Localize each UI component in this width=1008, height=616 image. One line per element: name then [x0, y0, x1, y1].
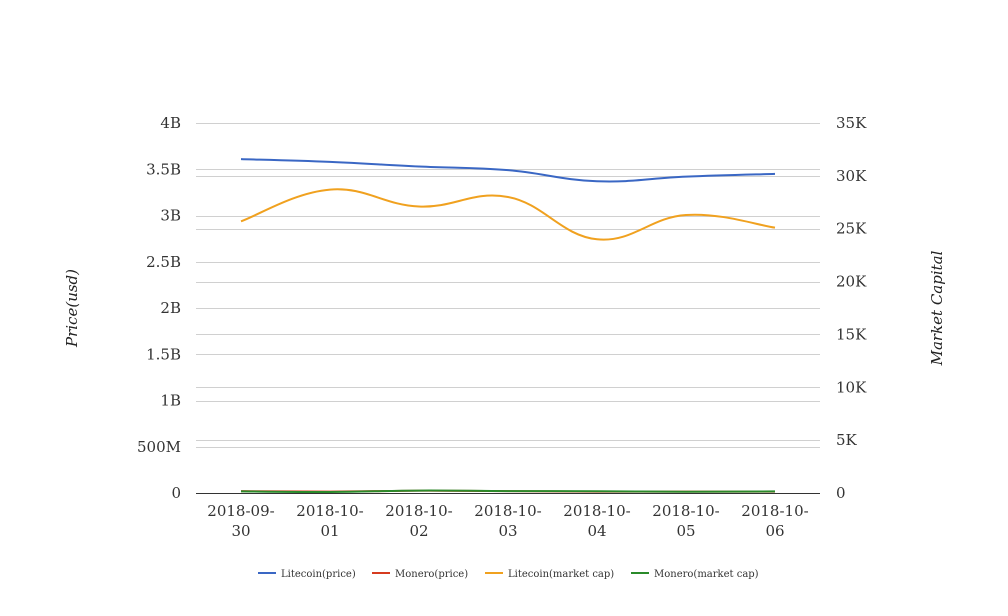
legend-label: Monero(market cap)	[654, 569, 759, 580]
y-tick-label: 1.5B	[146, 345, 181, 363]
series-line-1	[240, 158, 776, 183]
y2-tick-label: 30K	[836, 167, 867, 185]
y-tick-label: 0	[171, 484, 181, 502]
y-tick-label: 4B	[160, 114, 181, 132]
x-tick-label: 2018-10-01	[296, 502, 363, 540]
x-tick-label: 2018-10-05	[652, 502, 719, 540]
x-tick-label: 2018-09-30	[207, 502, 274, 540]
x-axis-ticks: 2018-09-30 2018-10-01 2018-10-02 2018-10-03…	[207, 502, 808, 540]
legend: Litecoin(price) Monero(price) Litecoin(mar…	[258, 569, 759, 580]
y2-tick-label: 25K	[836, 220, 867, 238]
x-tick-label: 2018-10-02	[385, 502, 452, 540]
y-tick-label: 3B	[160, 207, 181, 225]
right-axis-ticks: 0 5K 10K 15K 20K 25K 30K 35K	[836, 114, 867, 502]
y-axis-title: Price(usd)	[63, 269, 81, 348]
left-axis-ticks: 0 500M 1B 1.5B 2B 2.5B 3B 3.5B 4B	[137, 114, 181, 502]
y-tick-label: 2B	[160, 299, 181, 317]
y-tick-label: 2.5B	[146, 253, 181, 271]
y2-tick-label: 15K	[836, 325, 867, 343]
legend-label: Monero(price)	[395, 569, 468, 580]
y-tick-label: 3.5B	[146, 160, 181, 178]
y2-tick-label: 10K	[836, 378, 867, 396]
legend-label: Litecoin(market cap)	[508, 569, 614, 580]
y-tick-label: 1B	[160, 392, 181, 410]
x-tick-label: 2018-10-03	[474, 502, 541, 540]
y-tick-label: 500M	[137, 438, 181, 456]
x-tick-label: 2018-10-04	[563, 502, 630, 540]
series-lines	[240, 158, 776, 493]
series-line-3	[240, 188, 776, 241]
y2-tick-label: 35K	[836, 114, 867, 132]
grid-lines	[196, 123, 820, 448]
y2-axis-title: Market Capital	[928, 250, 946, 366]
series-line-4	[240, 489, 776, 493]
x-tick-label: 2018-10-06	[741, 502, 808, 540]
y2-tick-label: 5K	[836, 431, 858, 449]
y2-tick-label: 0	[836, 484, 846, 502]
y2-tick-label: 20K	[836, 273, 867, 291]
legend-label: Litecoin(price)	[281, 569, 356, 580]
